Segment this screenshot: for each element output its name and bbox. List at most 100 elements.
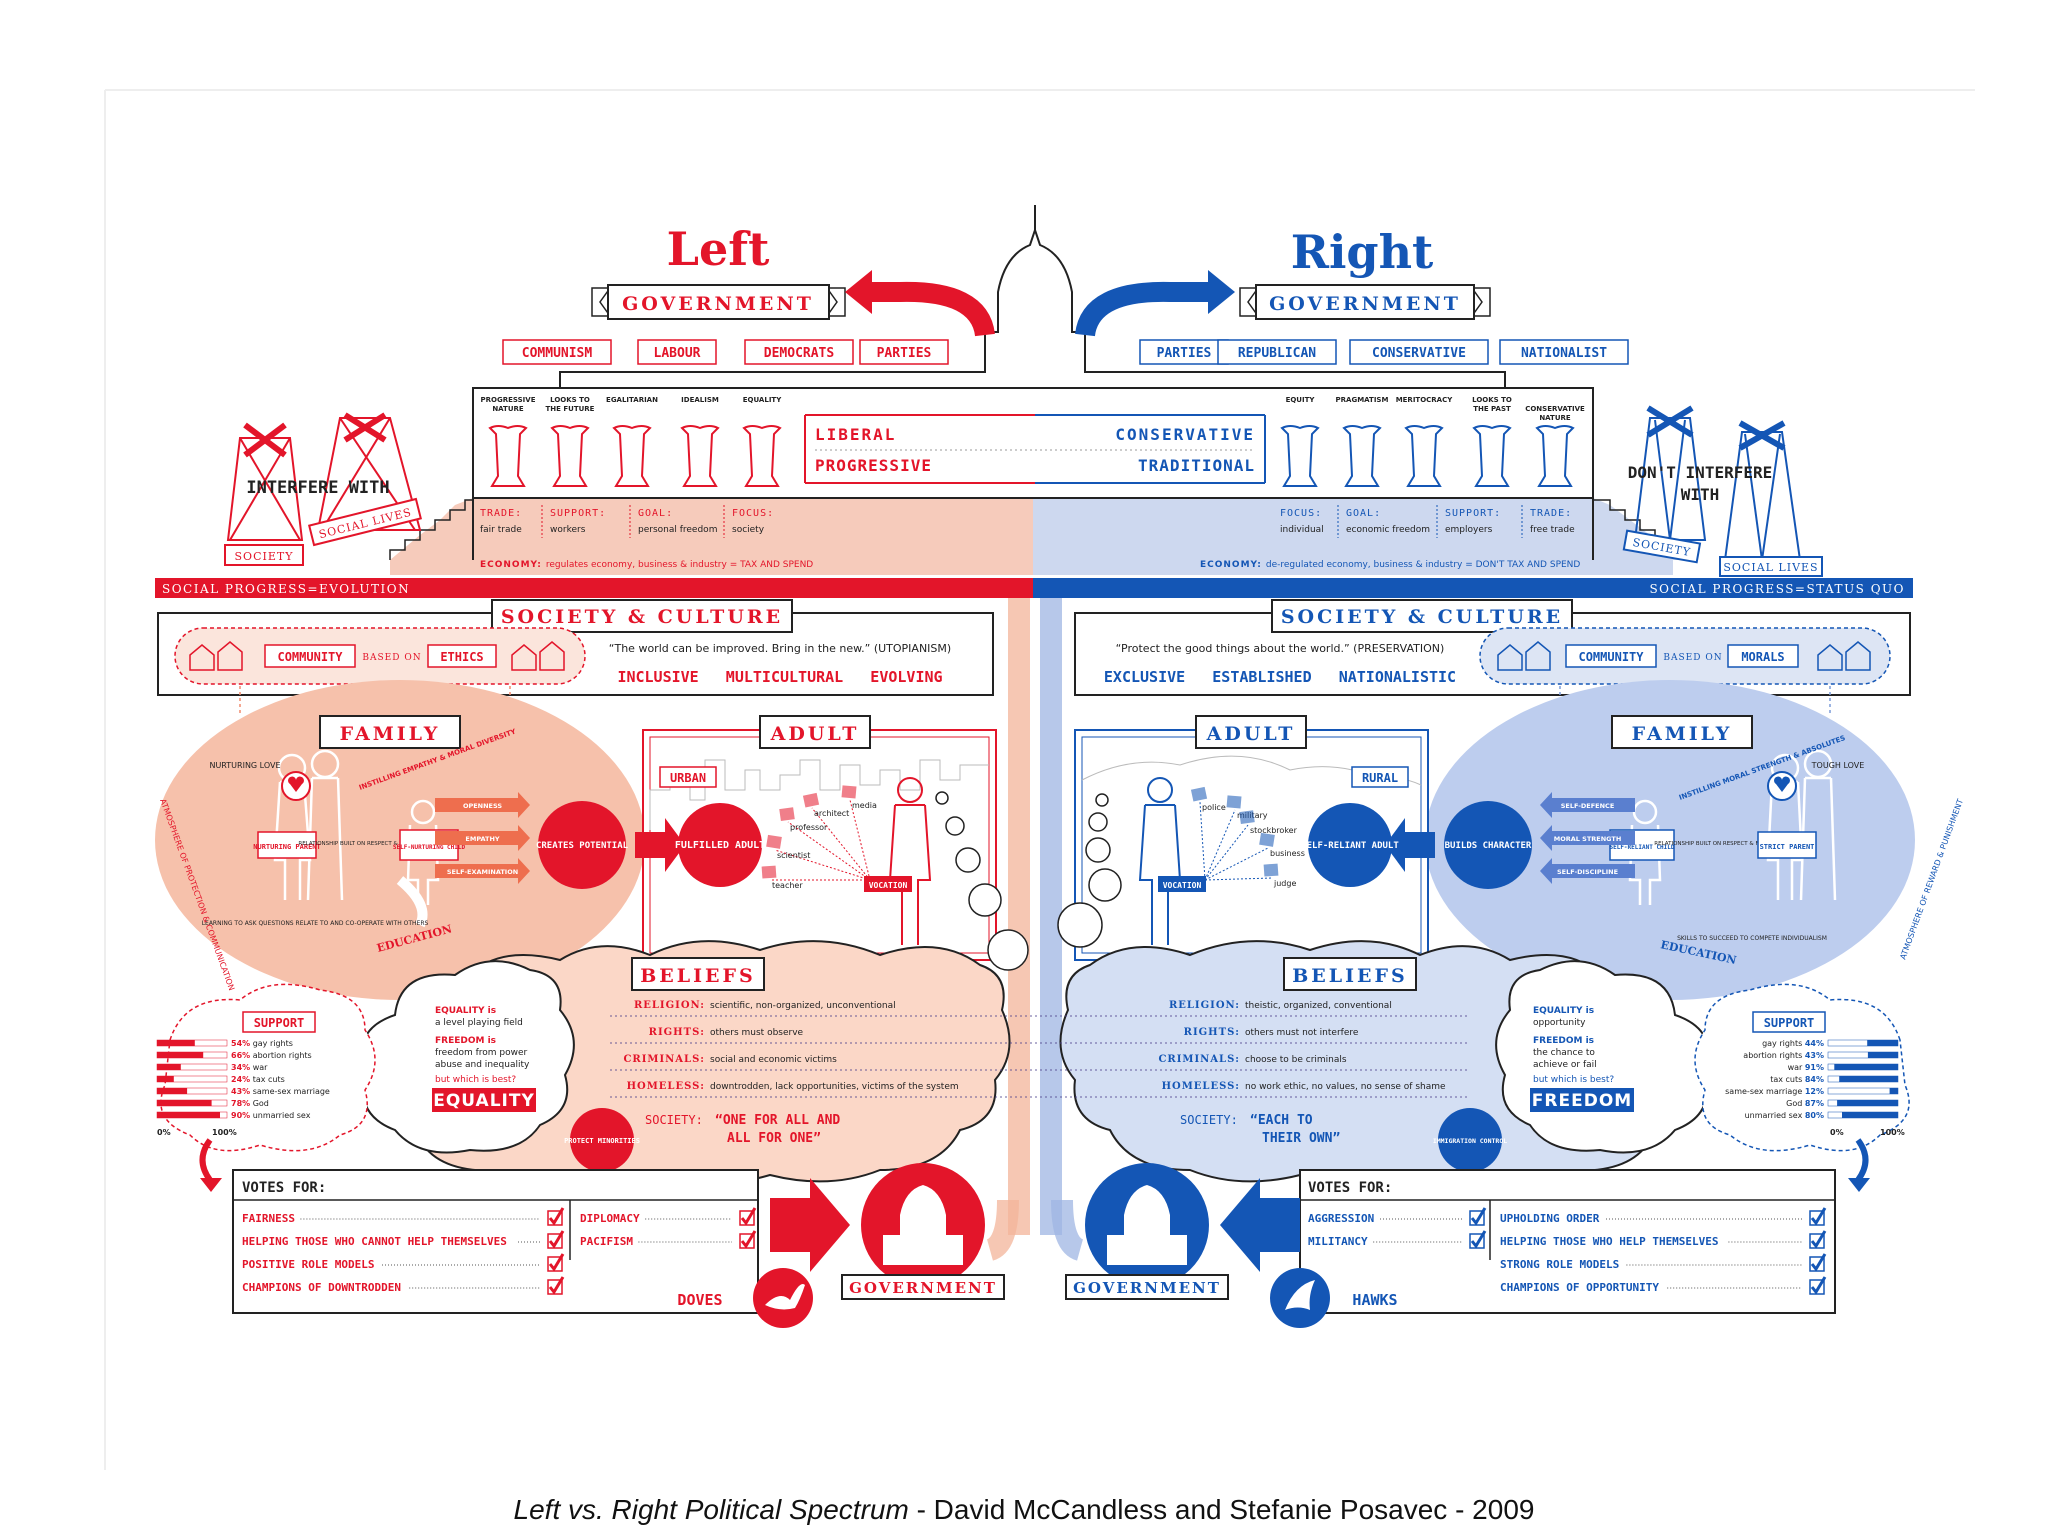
fulfilled-adult-badge bbox=[678, 803, 762, 887]
svg-text:the chance to: the chance to bbox=[1533, 1048, 1595, 1058]
support-bar bbox=[1839, 1076, 1898, 1082]
vote-item: CHAMPIONS OF OPPORTUNITY bbox=[1500, 1281, 1659, 1294]
pillar bbox=[1535, 425, 1575, 487]
party-tag bbox=[502, 339, 612, 365]
dont-interfere-label-2: WITH bbox=[1681, 485, 1720, 504]
svg-text:but which is best?: but which is best? bbox=[435, 1075, 516, 1085]
left-family-ribbon: FAMILY bbox=[319, 715, 461, 749]
self-nurturing-child: SELF-NURTURING CHILD bbox=[393, 844, 466, 851]
svg-text:opportunity: opportunity bbox=[1533, 1018, 1586, 1028]
strict-parent: STRICT PARENT bbox=[1760, 843, 1815, 851]
builds-character-badge bbox=[1444, 801, 1532, 889]
support-row-label: 54% gay rights bbox=[231, 1039, 293, 1048]
support-bar bbox=[157, 1100, 212, 1106]
support-bar-track bbox=[1827, 1087, 1899, 1095]
svg-text:FREEDOM is: FREEDOM is bbox=[1533, 1036, 1594, 1046]
pillar-label: MERITOCRACY bbox=[1396, 396, 1454, 404]
doves-label: DOVES bbox=[677, 1291, 722, 1309]
right-gov-banner: GOVERNMENT bbox=[1065, 1274, 1229, 1300]
pillar-label: PROGRESSIVE NATURE bbox=[481, 396, 536, 413]
right-support-cloud: SUPPORT bbox=[1694, 983, 1910, 1152]
svg-text:IMMIGRATION CONTROL: IMMIGRATION CONTROL bbox=[1433, 1137, 1507, 1145]
creates-potential-badge bbox=[538, 801, 626, 889]
svg-text:FAMILY: FAMILY bbox=[1632, 723, 1733, 745]
support-bar bbox=[157, 1076, 174, 1082]
caption: Left vs. Right Political Spectrum - Davi… bbox=[0, 1494, 2048, 1526]
right-votes-list: AGGRESSION MILITANCY UPHOLDING ORDER HELPIN… bbox=[1308, 1207, 1827, 1295]
support-row-label: abortion rights 43% bbox=[1743, 1051, 1824, 1060]
belief-label: HOMELESS: bbox=[627, 1081, 705, 1092]
pillar bbox=[1342, 425, 1382, 487]
support-row-label: 90% unmarried sex bbox=[231, 1111, 311, 1120]
support-bar bbox=[1889, 1088, 1898, 1094]
svg-text:SOCIAL LIVES: SOCIAL LIVES bbox=[1723, 561, 1818, 574]
right-society-culture-ribbon: SOCIETY & CULTURE bbox=[1271, 599, 1573, 633]
party-tag bbox=[637, 339, 717, 365]
policy-label: FOCUS: bbox=[732, 508, 774, 519]
urban-label: URBAN bbox=[670, 771, 706, 785]
right-freedom-cloud: EQUALITY is opportunity FREEDOM is the c… bbox=[1495, 960, 1710, 1154]
support-row-label: war 91% bbox=[1788, 1063, 1824, 1072]
svg-text:ETHICS: ETHICS bbox=[440, 650, 483, 664]
party-label: DEMOCRATS bbox=[764, 346, 835, 361]
belief-label: RELIGION: bbox=[1169, 1000, 1240, 1011]
left-society-belief: SOCIETY: bbox=[645, 1113, 703, 1127]
left-gov-banner: GOVERNMENT bbox=[841, 1274, 1005, 1300]
policy-label: SUPPORT: bbox=[1445, 508, 1501, 519]
left-vocation: VOCATION bbox=[869, 881, 908, 890]
left-policy-strip: TRADE: fair trade SUPPORT: workers GOAL: pers… bbox=[480, 505, 774, 538]
policy-value: fair trade bbox=[480, 525, 522, 535]
protect-minorities-badge bbox=[570, 1108, 634, 1172]
left-support-cloud: SUPPORT bbox=[160, 983, 376, 1152]
support-row-label: 78% God bbox=[231, 1099, 269, 1108]
pillar-label: EGALITARIAN bbox=[606, 396, 658, 404]
policy-value: personal freedom bbox=[638, 525, 717, 535]
right-interfere-group: SOCIETY SOCIAL LIVES DON'T INTERFERE WIT… bbox=[1622, 405, 1823, 577]
right-vocation: VOCATION bbox=[1163, 881, 1202, 890]
pillar-label: EQUALITY bbox=[743, 396, 782, 404]
belief-value: choose to be criminals bbox=[1245, 1055, 1347, 1065]
tough-love: TOUGH LOVE bbox=[1811, 761, 1865, 770]
policy-value: free trade bbox=[1530, 525, 1575, 535]
job-label: architect bbox=[814, 809, 849, 818]
right-adult-ribbon: ADULT bbox=[1195, 715, 1307, 749]
progressive-label: PROGRESSIVE bbox=[815, 456, 932, 475]
right-arrow bbox=[1075, 281, 1210, 337]
job-icon bbox=[1239, 810, 1255, 825]
svg-text:FULFILLED ADULT: FULFILLED ADULT bbox=[675, 840, 765, 851]
family-arrow-label: SELF-EXAMINATION bbox=[447, 868, 518, 876]
support-row-label: God 87% bbox=[1786, 1099, 1824, 1108]
job-icon bbox=[1226, 795, 1242, 809]
family-arrow bbox=[1540, 825, 1635, 851]
svg-text:GOVERNMENT: GOVERNMENT bbox=[622, 293, 814, 315]
policy-value: society bbox=[732, 525, 765, 535]
vote-item: DIPLOMACY bbox=[580, 1212, 640, 1225]
svg-text:a level playing field: a level playing field bbox=[435, 1018, 523, 1028]
family-arrow bbox=[1540, 792, 1635, 818]
support-row-label: 24% tax cuts bbox=[231, 1075, 285, 1084]
svg-text:COMMUNITY: COMMUNITY bbox=[277, 650, 343, 664]
svg-text:COMMUNITY: COMMUNITY bbox=[1578, 650, 1644, 664]
belief-value: social and economic victims bbox=[710, 1055, 837, 1065]
pillar-label: LOOKS TO THE FUTURE bbox=[546, 396, 595, 413]
support-row-label: gay rights 44% bbox=[1762, 1039, 1824, 1048]
right-axis-min: 0% bbox=[1830, 1128, 1844, 1137]
conservative-label: CONSERVATIVE bbox=[1115, 425, 1255, 444]
belief-label: RIGHTS: bbox=[649, 1027, 705, 1038]
job-icon bbox=[761, 865, 777, 879]
immigration-control-badge bbox=[1438, 1108, 1502, 1172]
party-label: NATIONALIST bbox=[1521, 346, 1607, 361]
party-label: CONSERVATIVE bbox=[1372, 346, 1466, 361]
job-label: teacher bbox=[772, 881, 803, 890]
left-thought-bubbles bbox=[935, 791, 1029, 971]
self-reliant-adult-badge bbox=[1308, 803, 1392, 887]
job-icon bbox=[766, 834, 782, 849]
right-social-progress: SOCIAL PROGRESS=STATUS QUO bbox=[1649, 582, 1905, 596]
pillar bbox=[680, 425, 720, 487]
support-bar bbox=[157, 1088, 188, 1094]
left-votes-for: VOTES FOR: bbox=[242, 1180, 326, 1196]
right-thought-bubbles bbox=[1057, 793, 1122, 948]
left-community: COMMUNITY BASED ON ETHICS bbox=[174, 627, 586, 685]
liberal-label: LIBERAL bbox=[815, 425, 896, 444]
